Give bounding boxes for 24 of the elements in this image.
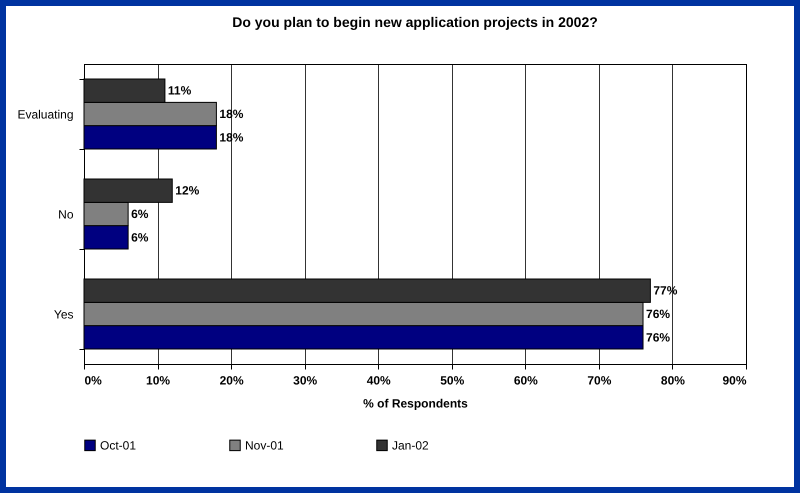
- x-tick-label: 70%: [587, 374, 612, 388]
- x-tick-label: 20%: [220, 374, 244, 388]
- data-label: 12%: [175, 184, 200, 198]
- x-tick-label: 90%: [722, 374, 747, 388]
- legend-label: Oct-01: [100, 438, 136, 452]
- x-tick-label: 30%: [293, 374, 318, 388]
- legend-label: Nov-01: [245, 438, 284, 452]
- x-axis-title: % of Respondents: [363, 396, 468, 410]
- x-tick-label: 50%: [440, 374, 465, 388]
- y-tick-label: No: [58, 208, 74, 222]
- chart-title: Do you plan to begin new application projects in 2002?: [232, 14, 598, 30]
- data-label: 11%: [168, 84, 192, 98]
- data-label: 76%: [646, 307, 670, 321]
- x-tick-label: 0%: [84, 374, 102, 388]
- legend-label: Jan-02: [392, 438, 430, 452]
- data-label: 6%: [131, 230, 149, 244]
- x-tick-label: 80%: [660, 374, 686, 388]
- data-label: 6%: [131, 207, 149, 221]
- x-tick-label: 60%: [514, 374, 538, 388]
- x-tick-label: 10%: [146, 374, 170, 388]
- data-label: 76%: [646, 330, 670, 344]
- y-tick-label: Yes: [54, 308, 74, 322]
- x-tick-label: 40%: [366, 374, 392, 388]
- y-tick-label: Evaluating: [17, 108, 74, 122]
